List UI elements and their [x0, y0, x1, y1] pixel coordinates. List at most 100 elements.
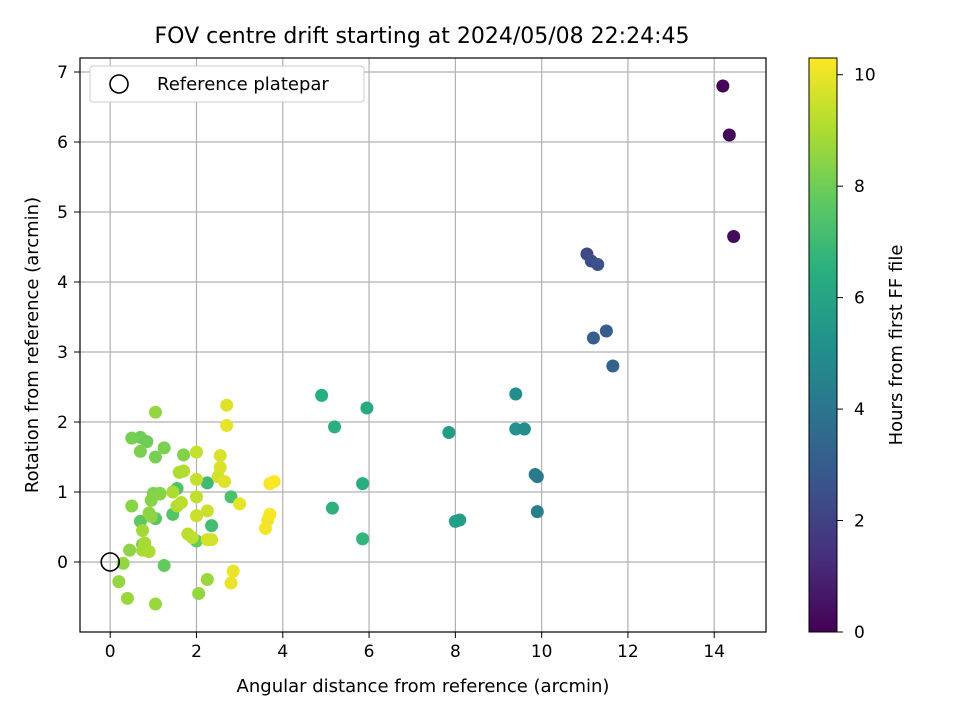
data-point [517, 422, 531, 436]
data-point [530, 470, 544, 484]
y-tick-label: 3 [57, 343, 68, 363]
data-point [149, 597, 163, 611]
y-tick-label: 7 [57, 63, 68, 83]
data-point [224, 576, 238, 590]
data-point [263, 507, 277, 521]
x-axis-ticks: 0 2 4 6 8 10 12 14 [105, 632, 725, 662]
data-point [136, 524, 150, 537]
data-point [233, 497, 247, 511]
data-point [177, 448, 191, 462]
x-tick-label: 2 [191, 642, 202, 662]
colorbar-gradient [808, 57, 838, 633]
colorbar-tick-label: 2 [854, 512, 865, 532]
data-point [177, 464, 191, 478]
colorbar-label: Hours from first FF file [886, 245, 907, 446]
data-point [166, 485, 180, 499]
data-point [133, 444, 147, 458]
y-tick-label: 4 [57, 273, 68, 293]
data-point [530, 505, 544, 519]
data-point [360, 401, 374, 415]
data-point [599, 324, 613, 338]
y-tick-label: 5 [57, 203, 68, 223]
x-tick-label: 4 [277, 642, 288, 662]
data-point [328, 420, 342, 434]
data-point [606, 359, 620, 373]
plot-frame [79, 57, 767, 633]
data-points [112, 79, 741, 611]
data-point [220, 398, 234, 412]
data-point [205, 519, 219, 533]
y-axis-label: Rotation from reference (arcmin) [22, 197, 43, 493]
x-tick-label: 8 [450, 642, 461, 662]
x-tick-label: 0 [105, 642, 116, 662]
colorbar-ticks: 0 2 4 6 8 10 [837, 66, 876, 643]
data-point [123, 543, 137, 557]
data-point [727, 230, 741, 243]
data-point [220, 419, 234, 432]
colorbar-tick-label: 6 [854, 289, 865, 309]
legend: Reference platepar [89, 65, 365, 103]
y-tick-label: 6 [57, 133, 68, 153]
data-point [325, 501, 339, 515]
data-point [213, 449, 227, 463]
colorbar-tick-label: 0 [854, 623, 865, 643]
data-point [174, 496, 188, 509]
legend-label: Reference platepar [157, 74, 329, 95]
data-point [226, 564, 240, 578]
data-point [267, 475, 281, 488]
data-point [591, 258, 605, 271]
data-point [189, 509, 203, 523]
y-tick-label: 0 [57, 553, 68, 573]
data-point [125, 499, 139, 513]
data-point [200, 573, 214, 586]
x-tick-label: 12 [617, 642, 639, 662]
data-point [125, 431, 139, 445]
data-point [120, 591, 134, 605]
x-tick-label: 14 [703, 642, 725, 662]
data-point [213, 461, 227, 474]
data-point [200, 476, 214, 490]
data-point [722, 128, 736, 142]
data-point [224, 490, 238, 504]
data-point [356, 532, 370, 546]
data-point [200, 504, 214, 518]
data-point [586, 331, 600, 345]
data-point [157, 441, 171, 455]
colorbar-tick-label: 8 [854, 177, 865, 197]
colorbar-tick-label: 10 [854, 66, 876, 86]
data-point [442, 426, 456, 439]
colorbar: 0 2 4 6 8 10 Hours from first FF file [808, 57, 907, 643]
data-point [205, 533, 219, 547]
data-point [315, 388, 329, 402]
data-point [453, 513, 467, 527]
y-axis-ticks: 0 1 2 3 4 5 6 7 [57, 63, 80, 573]
data-point [149, 405, 163, 419]
data-point [185, 531, 199, 544]
data-point [149, 450, 163, 464]
data-point [192, 587, 206, 600]
colorbar-tick-label: 4 [854, 400, 865, 420]
x-tick-label: 10 [531, 642, 553, 662]
data-point [144, 510, 158, 523]
data-point [157, 559, 171, 572]
x-tick-label: 6 [364, 642, 375, 662]
data-point [716, 79, 730, 93]
data-point [218, 475, 232, 488]
data-point [189, 445, 203, 459]
data-point [189, 490, 203, 504]
chart-title: FOV centre drift starting at 2024/05/08 … [155, 24, 690, 49]
data-point [112, 575, 126, 589]
data-point [144, 493, 158, 507]
y-tick-label: 1 [57, 483, 68, 503]
legend-marker [109, 74, 129, 94]
data-point [509, 387, 523, 401]
grid-lines [80, 58, 766, 632]
data-point [189, 472, 203, 486]
data-point [356, 477, 370, 491]
data-point [142, 545, 156, 558]
y-tick-label: 2 [57, 413, 68, 433]
reference-marker [100, 552, 121, 572]
legend-box [89, 65, 365, 103]
x-axis-label: Angular distance from reference (arcmin) [237, 676, 610, 697]
